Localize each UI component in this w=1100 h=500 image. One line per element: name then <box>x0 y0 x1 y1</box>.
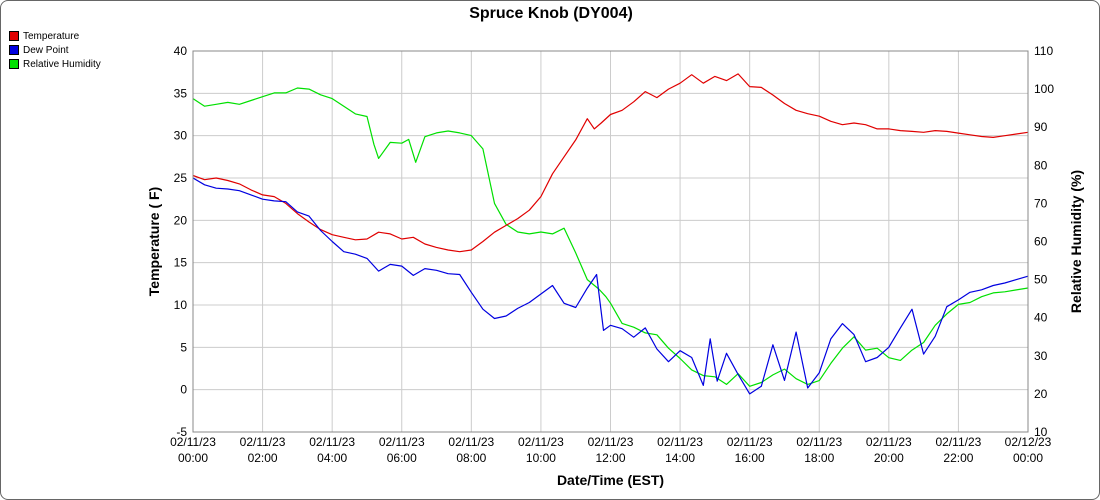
x-tick-date: 02/11/23 <box>866 435 912 449</box>
y-tick-label: 10 <box>174 298 188 312</box>
x-tick-time: 10:00 <box>526 451 556 465</box>
x-tick-date: 02/11/23 <box>448 435 494 449</box>
y-tick-label: 20 <box>174 213 188 227</box>
legend-label-dew-point: Dew Point <box>23 44 69 56</box>
x-tick-time: 14:00 <box>665 451 695 465</box>
x-tick-date: 02/11/23 <box>588 435 634 449</box>
x-tick-date: 02/11/23 <box>936 435 982 449</box>
y-axis-title: Temperature ( F) <box>146 187 162 296</box>
y2-tick-label: 40 <box>1034 311 1048 325</box>
x-tick-time: 22:00 <box>943 451 973 465</box>
y2-tick-label: 100 <box>1034 82 1054 96</box>
x-axis-title: Date/Time (EST) <box>557 472 664 488</box>
y-tick-label: 35 <box>174 86 188 100</box>
y2-tick-label: 20 <box>1034 387 1048 401</box>
legend-swatch-temperature <box>9 31 19 41</box>
series-layer <box>192 73 1029 395</box>
x-tick-date: 02/11/23 <box>518 435 564 449</box>
y-tick-label: 5 <box>180 340 187 354</box>
x-tick-time: 00:00 <box>178 451 208 465</box>
y-tick-label: -5 <box>176 425 187 439</box>
y2-tick-label: 90 <box>1034 120 1048 134</box>
x-tick-time: 18:00 <box>804 451 834 465</box>
plot-area-border <box>192 50 1029 433</box>
x-tick-date: 02/11/23 <box>170 435 216 449</box>
x-tick-time: 00:00 <box>1013 451 1043 465</box>
x-tick-date: 02/11/23 <box>379 435 425 449</box>
y2-tick-label: 80 <box>1034 158 1048 172</box>
grid-layer <box>192 50 1029 433</box>
series-line-dew-point <box>192 177 1029 395</box>
x-tick-time: 16:00 <box>735 451 765 465</box>
legend-label-temperature: Temperature <box>23 30 80 42</box>
x-tick-date: 02/11/23 <box>657 435 703 449</box>
x-tick-time: 12:00 <box>595 451 625 465</box>
y2-tick-label: 110 <box>1034 44 1053 58</box>
y-tick-label: 40 <box>174 44 188 58</box>
legend-swatch-relative-humidity <box>9 59 19 69</box>
legend-label-relative-humidity: Relative Humidity <box>23 58 101 70</box>
x-tick-time: 20:00 <box>874 451 904 465</box>
x-tick-time: 02:00 <box>248 451 278 465</box>
x-tick-date: 02/11/23 <box>796 435 842 449</box>
legend: Temperature Dew Point Relative Humidity <box>9 29 101 71</box>
x-tick-time: 08:00 <box>456 451 486 465</box>
tick-layer: 02/11/23 00:00 02/11/23 02:00 02/11/23 04:00 0… <box>170 44 1054 465</box>
chart-title: Spruce Knob (DY004) <box>469 5 633 22</box>
x-tick-date: 02/12/23 <box>1005 435 1052 449</box>
y2-tick-label: 50 <box>1034 273 1048 287</box>
series-line-temperature <box>192 73 1029 253</box>
y-tick-label: 0 <box>180 383 187 397</box>
x-tick-time: 06:00 <box>387 451 417 465</box>
y-tick-label: 25 <box>174 171 188 185</box>
x-tick-date: 02/11/23 <box>240 435 286 449</box>
y-tick-label: 15 <box>174 256 188 270</box>
legend-item-temperature: Temperature <box>9 29 101 43</box>
legend-swatch-dew-point <box>9 45 19 55</box>
y2-tick-label: 70 <box>1034 196 1048 210</box>
y2-tick-label: 10 <box>1034 425 1048 439</box>
y2-tick-label: 30 <box>1034 349 1048 363</box>
x-tick-time: 04:00 <box>317 451 347 465</box>
y2-tick-label: 60 <box>1034 235 1048 249</box>
x-tick-date: 02/11/23 <box>309 435 355 449</box>
x-tick-date: 02/11/23 <box>727 435 773 449</box>
y2-axis-title: Relative Humidity (%) <box>1068 170 1084 313</box>
y-tick-label: 30 <box>174 129 188 143</box>
legend-item-relative-humidity: Relative Humidity <box>9 57 101 71</box>
legend-item-dew-point: Dew Point <box>9 43 101 57</box>
